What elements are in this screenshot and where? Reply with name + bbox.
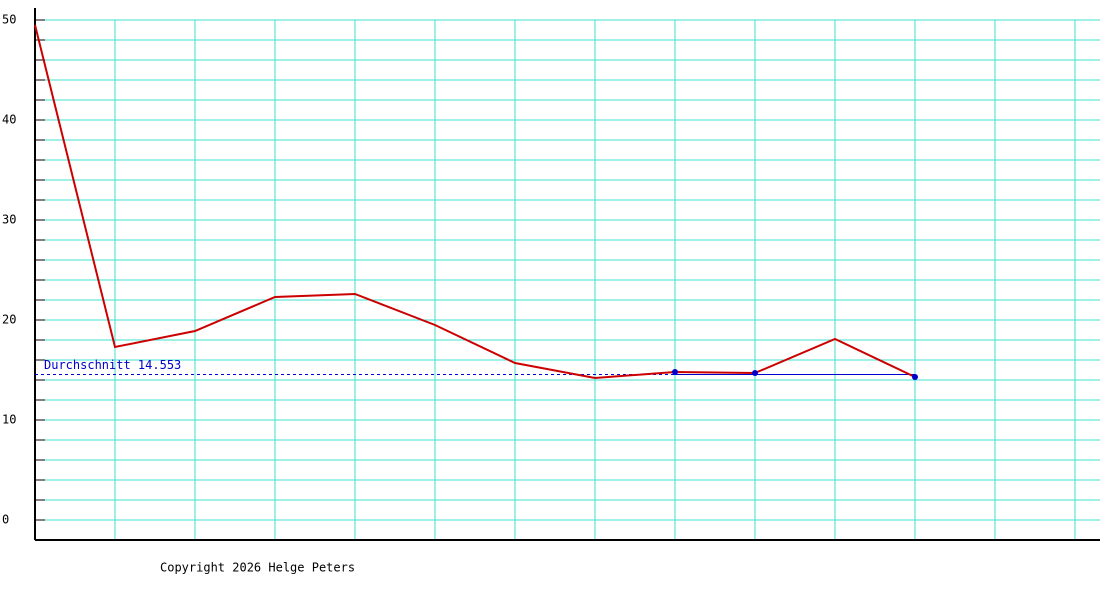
average-label: Durchschnitt 14.553: [44, 358, 181, 372]
line-series: [34, 24, 916, 380]
y-tick-label: 50: [2, 13, 16, 27]
marker: [672, 369, 678, 375]
marker: [752, 370, 758, 376]
y-tick-label: 30: [2, 213, 16, 227]
footer: Copyright 2026 Helge Peters: [160, 561, 355, 575]
marker: [912, 374, 918, 380]
y-tick-label: 20: [2, 313, 16, 327]
y-tick-label: 0: [2, 513, 9, 527]
y-tick-label: 40: [2, 113, 16, 127]
y-tick-label: 10: [2, 413, 16, 427]
